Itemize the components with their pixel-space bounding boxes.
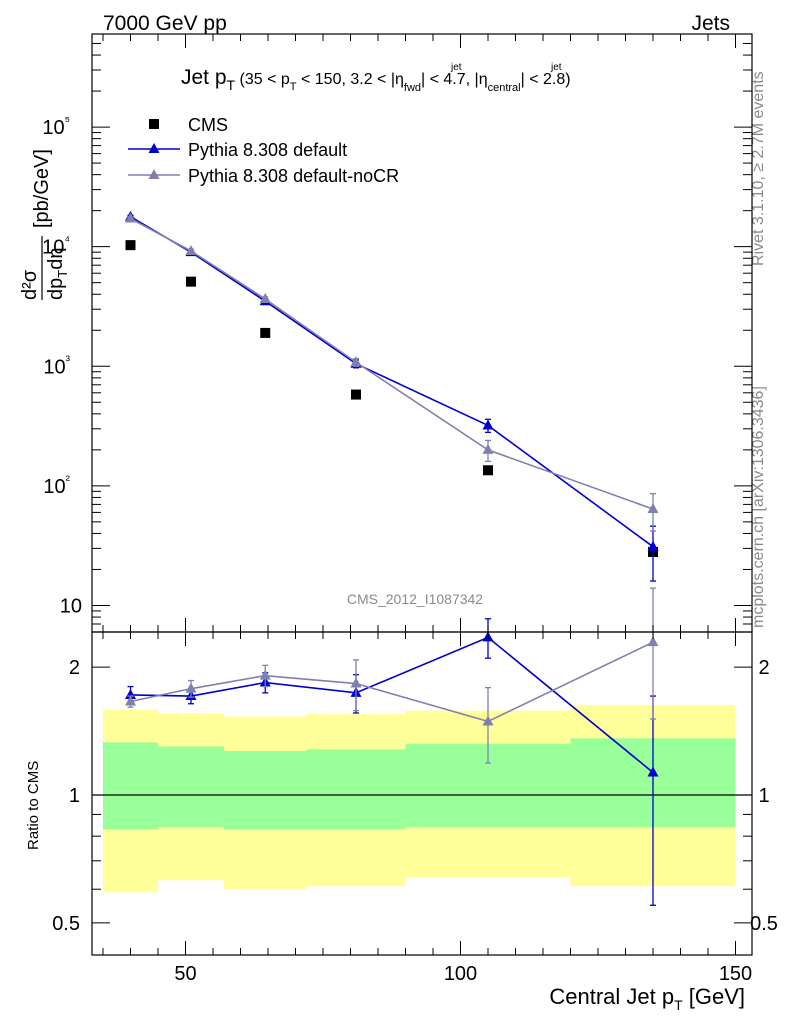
series-line [130, 216, 654, 548]
panel-frames: 50 100 150 10 10² 10³ 10⁴ 10⁵ 0.5 0.5 1 1 2 2 [42, 33, 778, 985]
band-green [224, 750, 307, 830]
legend-label: CMS [188, 115, 228, 135]
ratio-point-triangle [647, 766, 659, 777]
x-tick-label: 150 [719, 963, 752, 985]
band-green [158, 746, 224, 828]
data-point-triangle [647, 540, 659, 551]
svg-text:Jet pT (35 < pT < 150, 3.2 < |: Jet pT (35 < pT < 150, 3.2 < |ηfwd| < 4.… [181, 66, 571, 94]
band-green [103, 742, 158, 830]
x-tick-label: 50 [174, 963, 196, 985]
series-line [130, 217, 654, 510]
data-point-triangle [482, 443, 494, 454]
x-tick-label: 100 [444, 963, 477, 985]
y-tick-label: 10⁵ [42, 113, 70, 139]
process-label: Jets [691, 12, 730, 35]
svg-text:jet: jet [450, 62, 462, 73]
svg-text:d²σ: d²σ [19, 269, 41, 300]
svg-text:dpTdη: dpTdη [45, 248, 70, 300]
ratio-y-tick-label-left: 2 [69, 657, 80, 679]
main-y-axis-label: d²σ dpTdη [pb/GeV] [19, 149, 70, 300]
ratio-y-tick-label-right: 0.5 [750, 913, 778, 935]
main-panel [125, 210, 659, 582]
legend-marker-triangle [148, 169, 160, 179]
ratio-y-axis-label: Ratio to CMS [25, 761, 42, 850]
ratio-y-tick-label-right: 2 [758, 657, 769, 679]
ratio-panel [125, 587, 659, 906]
ratio-point-triangle [185, 682, 197, 693]
ratio-y-tick-label-left: 0.5 [52, 913, 80, 935]
chart-title: Jet pT (35 < pT < 150, 3.2 < |ηfwd| < 4.… [181, 62, 571, 94]
legend-label: Pythia 8.308 default [188, 140, 347, 160]
svg-text:jet: jet [550, 62, 562, 73]
ratio-series-line [130, 641, 654, 723]
data-point-triangle [482, 419, 494, 430]
ratio-series-line [130, 636, 654, 774]
legend-marker-triangle [148, 143, 160, 153]
data-point-triangle [125, 212, 136, 223]
data-point-cms [186, 276, 196, 287]
ratio-point-triangle [350, 677, 362, 688]
ratio-y-tick-label-right: 1 [758, 785, 769, 807]
source-label: mcplots.cern.ch [arXiv:1306.3436] [750, 386, 767, 628]
data-point-cms [125, 240, 136, 251]
ratio-point-triangle [647, 636, 659, 647]
data-point-cms [351, 389, 361, 400]
analysis-id-label: CMS_2012_I1087342 [347, 591, 483, 607]
x-axis-label: Central Jet pT [GeV] [549, 984, 745, 1013]
ratio-point-triangle [482, 715, 494, 726]
data-point-cms [483, 465, 493, 476]
data-point-triangle [647, 503, 659, 514]
ratio-point-triangle [125, 695, 136, 706]
legend-marker-cms [149, 119, 159, 129]
ratio-point-triangle [259, 669, 271, 680]
y-tick-label: 10² [43, 472, 70, 498]
legend: CMS Pythia 8.308 default Pythia 8.308 defa… [128, 115, 399, 186]
legend-label: Pythia 8.308 default-noCR [188, 166, 399, 186]
data-point-triangle [185, 244, 197, 255]
band-green [306, 749, 406, 830]
ratio-y-tick-label-left: 1 [69, 785, 80, 807]
svg-text:[pb/GeV]: [pb/GeV] [31, 149, 53, 228]
data-point-triangle [259, 293, 271, 304]
y-tick-label: 10³ [43, 352, 70, 378]
data-point-triangle [350, 356, 362, 367]
data-point-cms [260, 327, 271, 338]
energy-label: 7000 GeV pp [103, 12, 227, 35]
y-tick-label: 10⁴ [42, 233, 70, 259]
y-tick-label: 10 [60, 595, 82, 617]
rivet-label: Rivet 3.1.10, ≥ 2.7M events [750, 71, 767, 266]
ratio-frame [91, 631, 753, 956]
